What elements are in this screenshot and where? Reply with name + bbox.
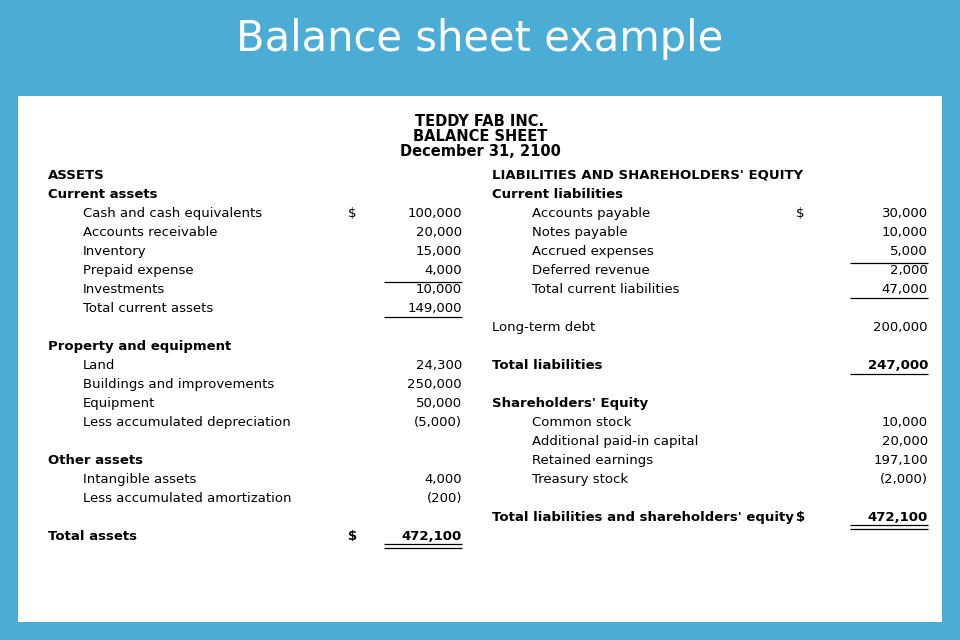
Text: 20,000: 20,000 (882, 435, 928, 448)
Text: 250,000: 250,000 (407, 378, 462, 391)
Text: $: $ (796, 207, 804, 220)
Text: Balance sheet example: Balance sheet example (236, 18, 724, 60)
Text: (200): (200) (426, 492, 462, 505)
Text: 5,000: 5,000 (890, 245, 928, 258)
Text: 30,000: 30,000 (882, 207, 928, 220)
Text: (5,000): (5,000) (414, 416, 462, 429)
Text: 472,100: 472,100 (401, 530, 462, 543)
Text: Shareholders' Equity: Shareholders' Equity (492, 397, 648, 410)
Text: 4,000: 4,000 (424, 264, 462, 277)
Text: $: $ (348, 207, 356, 220)
Bar (18, 96, 942, 622)
Text: LIABILITIES AND SHAREHOLDERS' EQUITY: LIABILITIES AND SHAREHOLDERS' EQUITY (492, 169, 804, 182)
Text: Equipment: Equipment (83, 397, 156, 410)
Text: Intangible assets: Intangible assets (83, 473, 197, 486)
Text: TEDDY FAB INC.: TEDDY FAB INC. (416, 114, 544, 129)
Text: 20,000: 20,000 (416, 226, 462, 239)
Text: Total current liabilities: Total current liabilities (532, 283, 680, 296)
Text: 15,000: 15,000 (416, 245, 462, 258)
Text: Other assets: Other assets (48, 454, 143, 467)
Text: Retained earnings: Retained earnings (532, 454, 653, 467)
Text: Total liabilities and shareholders' equity: Total liabilities and shareholders' equi… (492, 511, 794, 524)
Text: 100,000: 100,000 (407, 207, 462, 220)
Text: Total current assets: Total current assets (83, 302, 213, 315)
Text: Total liabilities: Total liabilities (492, 359, 603, 372)
Text: 149,000: 149,000 (407, 302, 462, 315)
Text: Long-term debt: Long-term debt (492, 321, 595, 334)
Text: $: $ (796, 511, 805, 524)
Text: Less accumulated depreciation: Less accumulated depreciation (83, 416, 291, 429)
Text: (2,000): (2,000) (880, 473, 928, 486)
Text: Inventory: Inventory (83, 245, 147, 258)
Text: 10,000: 10,000 (882, 416, 928, 429)
Text: Accounts receivable: Accounts receivable (83, 226, 218, 239)
Text: Common stock: Common stock (532, 416, 632, 429)
Text: 50,000: 50,000 (416, 397, 462, 410)
Text: Property and equipment: Property and equipment (48, 340, 231, 353)
Text: Investments: Investments (83, 283, 165, 296)
Text: 2,000: 2,000 (890, 264, 928, 277)
Text: 197,100: 197,100 (874, 454, 928, 467)
Text: December 31, 2100: December 31, 2100 (399, 144, 561, 159)
Text: 10,000: 10,000 (416, 283, 462, 296)
Text: 47,000: 47,000 (882, 283, 928, 296)
Text: Deferred revenue: Deferred revenue (532, 264, 650, 277)
Text: 4,000: 4,000 (424, 473, 462, 486)
Text: ASSETS: ASSETS (48, 169, 105, 182)
Text: 10,000: 10,000 (882, 226, 928, 239)
Text: Additional paid-in capital: Additional paid-in capital (532, 435, 698, 448)
Text: Less accumulated amortization: Less accumulated amortization (83, 492, 292, 505)
Text: Notes payable: Notes payable (532, 226, 628, 239)
Text: Accounts payable: Accounts payable (532, 207, 650, 220)
Text: $: $ (348, 530, 357, 543)
Text: Land: Land (83, 359, 115, 372)
Text: Current liabilities: Current liabilities (492, 188, 623, 201)
Text: Total assets: Total assets (48, 530, 137, 543)
Text: Current assets: Current assets (48, 188, 157, 201)
Text: 200,000: 200,000 (874, 321, 928, 334)
Text: 472,100: 472,100 (868, 511, 928, 524)
Text: Prepaid expense: Prepaid expense (83, 264, 194, 277)
Text: BALANCE SHEET: BALANCE SHEET (413, 129, 547, 144)
Text: Accrued expenses: Accrued expenses (532, 245, 654, 258)
Text: Buildings and improvements: Buildings and improvements (83, 378, 275, 391)
Text: Cash and cash equivalents: Cash and cash equivalents (83, 207, 262, 220)
Text: 24,300: 24,300 (416, 359, 462, 372)
Text: 247,000: 247,000 (868, 359, 928, 372)
Text: Treasury stock: Treasury stock (532, 473, 628, 486)
